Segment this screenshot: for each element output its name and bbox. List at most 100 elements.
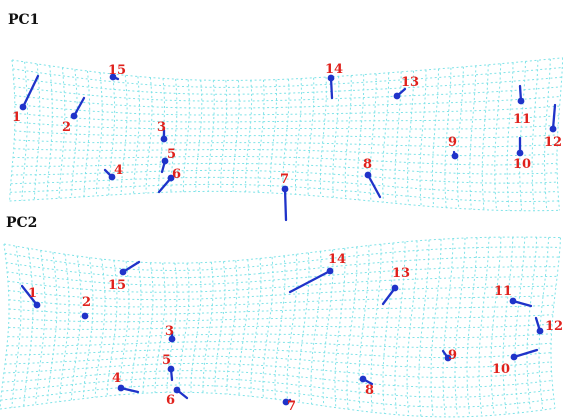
- landmark-14-point: [327, 74, 335, 82]
- grid-column-line: [190, 262, 202, 393]
- grid-column-line: [214, 261, 226, 394]
- landmark-1-vector: [21, 74, 40, 109]
- grid-column-line: [394, 241, 406, 415]
- grid-row-line: [10, 176, 559, 193]
- grid-column-line: [207, 80, 215, 192]
- landmark-2-point: [81, 312, 89, 320]
- landmark-10-point: [510, 353, 518, 361]
- landmark-11-point: [509, 297, 517, 305]
- landmark-1-label: 1: [28, 286, 37, 301]
- landmark-7-point: [281, 185, 289, 193]
- grid-column-line: [142, 262, 154, 394]
- landmark-5-point: [167, 365, 175, 373]
- landmark-3-point: [160, 135, 168, 143]
- grid-column-line: [430, 239, 442, 417]
- landmark-2-label: 2: [62, 120, 71, 135]
- landmark-15-point: [109, 73, 117, 81]
- grid-column-line: [130, 262, 142, 395]
- landmark-1-vector: [20, 284, 39, 307]
- grid-column-line: [346, 246, 358, 410]
- grid-column-line: [71, 69, 78, 198]
- grid-column-line: [270, 79, 277, 193]
- pc1-vectors: [19, 73, 557, 222]
- landmark-9-point: [444, 354, 452, 362]
- landmark-6-label: 6: [166, 393, 175, 408]
- grid-row-line: [14, 139, 558, 148]
- grid-column-line: [298, 252, 310, 403]
- grid-row-line: [14, 121, 559, 130]
- grid-column-line: [407, 70, 414, 205]
- landmark-3-label: 3: [165, 324, 174, 339]
- grid-column-line: [106, 260, 118, 397]
- grid-row-line: [11, 57, 563, 81]
- landmark-14-point: [326, 267, 334, 275]
- grid-column-line: [245, 80, 253, 192]
- grid-column-line: [382, 242, 394, 414]
- grid-row-line: [14, 104, 560, 116]
- landmark-10-label: 10: [513, 157, 531, 172]
- landmark-8-label: 8: [363, 157, 372, 172]
- landmark-12-vector: [551, 103, 557, 131]
- landmark-8-label: 8: [365, 383, 374, 398]
- grid-column-line: [226, 260, 238, 395]
- grid-column-line: [319, 77, 327, 197]
- grid-row-line: [5, 348, 552, 359]
- grid-column-line: [394, 71, 402, 204]
- landmark-4-label: 4: [114, 163, 123, 178]
- grid-column-line: [262, 257, 274, 398]
- grid-column-line: [382, 72, 390, 203]
- landmark-12-label: 12: [544, 135, 562, 150]
- grid-row-line: [14, 95, 561, 109]
- grid-column-line: [481, 64, 489, 210]
- grid-column-line: [514, 237, 526, 414]
- grid-column-line: [154, 262, 166, 393]
- grid-column-line: [506, 62, 514, 211]
- grid-column-line: [145, 77, 153, 194]
- grid-row-line: [3, 236, 561, 264]
- grid-row-line: [12, 156, 558, 166]
- grid-column-line: [11, 246, 22, 408]
- landmark-12-point: [536, 327, 544, 335]
- pc2-grid: [0, 236, 561, 418]
- grid-row-line: [7, 275, 558, 293]
- grid-row-line: [8, 295, 555, 308]
- landmark-13-label: 13: [392, 266, 410, 281]
- landmark-13-point: [393, 92, 401, 100]
- grid-column-line: [33, 63, 41, 200]
- grid-column-line: [274, 255, 286, 400]
- landmark-8-vector: [366, 173, 382, 199]
- grid-column-line: [519, 61, 526, 211]
- grid-column-line: [307, 77, 315, 196]
- landmark-10-point: [516, 149, 524, 157]
- grid-column-line: [58, 254, 70, 402]
- grid-column-line: [21, 61, 29, 201]
- grid-row-line: [12, 67, 563, 88]
- grid-column-line: [444, 67, 452, 208]
- landmark-15-point: [119, 268, 127, 276]
- grid-column-line: [286, 254, 298, 401]
- landmark-10-vector: [512, 348, 539, 359]
- landmark-1-label: 1: [12, 110, 21, 125]
- grid-column-line: [456, 66, 464, 209]
- grid-row-line: [12, 162, 558, 175]
- landmark-9-point: [451, 152, 459, 160]
- grid-column-line: [238, 259, 250, 396]
- grid-column-line: [133, 76, 140, 194]
- grid-row-line: [7, 266, 559, 286]
- grid-column-line: [95, 72, 103, 196]
- landmark-8-point: [359, 375, 367, 383]
- grid-column-line: [357, 74, 365, 200]
- landmark-2-point: [70, 112, 78, 120]
- landmark-6-point: [167, 174, 175, 182]
- grid-column-line: [46, 65, 53, 200]
- landmark-4-label: 4: [112, 371, 121, 386]
- grid-row-line: [13, 148, 558, 157]
- landmark-6-point: [173, 386, 181, 394]
- grid-column-line: [118, 261, 130, 395]
- grid-row-line: [0, 384, 554, 408]
- grid-column-line: [182, 79, 190, 192]
- landmark-5-label: 5: [162, 353, 171, 368]
